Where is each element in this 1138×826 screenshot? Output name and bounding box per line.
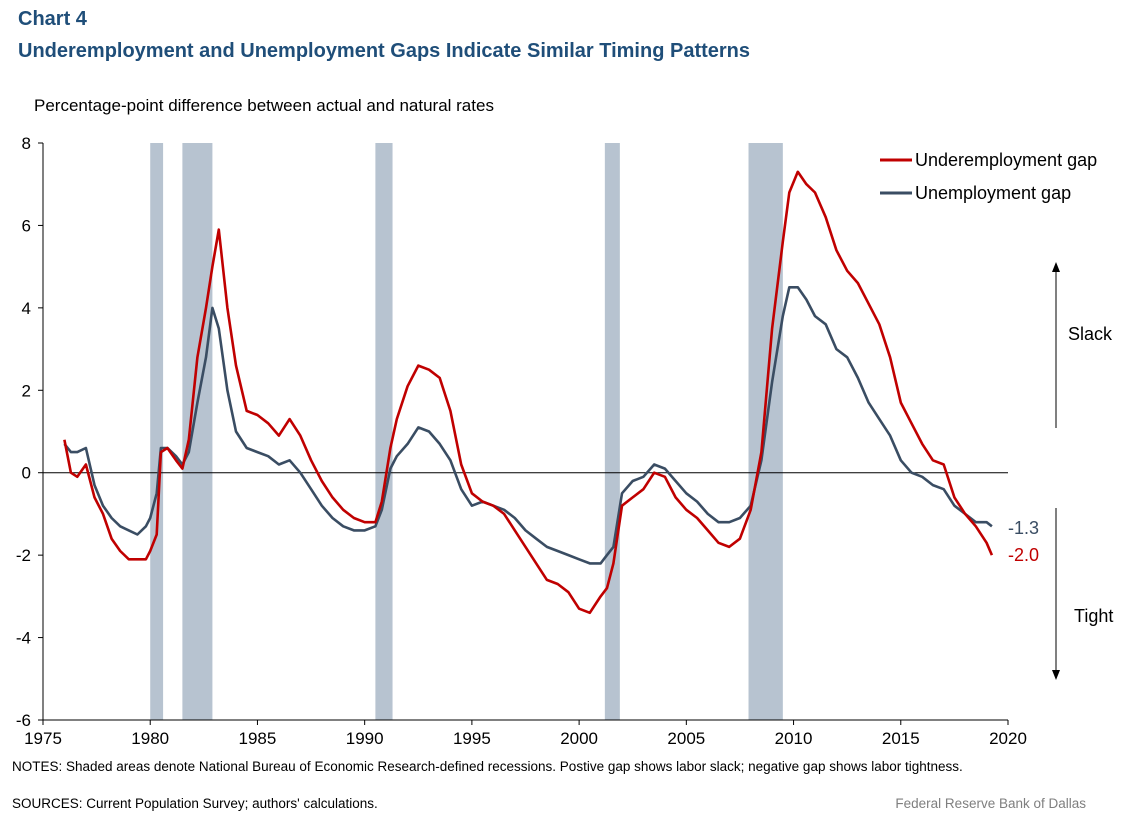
- slack-label: Slack: [1068, 324, 1113, 344]
- chart-title: Underemployment and Unemployment Gaps In…: [18, 40, 751, 62]
- x-tick-label: 2010: [775, 729, 813, 748]
- x-tick-label: 2005: [667, 729, 705, 748]
- y-tick-label: 8: [22, 134, 31, 153]
- annotations: Slack Tight -1.3 -2.0: [1008, 262, 1113, 680]
- x-tick-label: 1975: [24, 729, 62, 748]
- legend: Underemployment gap Unemployment gap: [880, 150, 1097, 203]
- recession-shading: [150, 143, 783, 720]
- x-tick-label: 1985: [239, 729, 277, 748]
- y-tick-label: 4: [22, 299, 31, 318]
- x-tick-label: 1990: [346, 729, 384, 748]
- legend-label: Underemployment gap: [915, 150, 1097, 170]
- y-tick-label: 2: [22, 381, 31, 400]
- underemployment-end-label: -2.0: [1008, 545, 1039, 565]
- y-tick-label: 6: [22, 216, 31, 235]
- x-tick-label: 2000: [560, 729, 598, 748]
- y-tick-label: -2: [16, 546, 31, 565]
- y-tick-label: -4: [16, 629, 31, 648]
- notes: NOTES: Shaded areas denote National Bure…: [12, 759, 963, 774]
- tight-label: Tight: [1074, 606, 1113, 626]
- recession-band: [604, 143, 620, 720]
- sources: SOURCES: Current Population Survey; auth…: [12, 796, 378, 811]
- x-tick-label: 1980: [131, 729, 169, 748]
- recession-band: [150, 143, 164, 720]
- y-axis-subtitle: Percentage-point difference between actu…: [34, 96, 494, 115]
- chart-label: Chart 4: [18, 8, 87, 30]
- recession-band: [182, 143, 213, 720]
- y-tick-label: -6: [16, 711, 31, 730]
- tight-arrow-head: [1052, 670, 1060, 680]
- x-tick-label: 1995: [453, 729, 491, 748]
- legend-label: Unemployment gap: [915, 183, 1071, 203]
- underemployment-gap-line: [63, 170, 994, 615]
- unemployment-end-label: -1.3: [1008, 518, 1039, 538]
- axes: -6 -4 -2 0 2 4 6 8 1975 1980 1985 1990 1995 2000 2005 2…: [16, 134, 1027, 748]
- series-lines: [63, 170, 994, 615]
- x-tick-label: 2020: [989, 729, 1027, 748]
- x-tick-label: 2015: [882, 729, 920, 748]
- y-tick-label: 0: [22, 464, 31, 483]
- credit: Federal Reserve Bank of Dallas: [895, 796, 1086, 811]
- slack-arrow-head: [1052, 262, 1060, 272]
- recession-band: [375, 143, 393, 720]
